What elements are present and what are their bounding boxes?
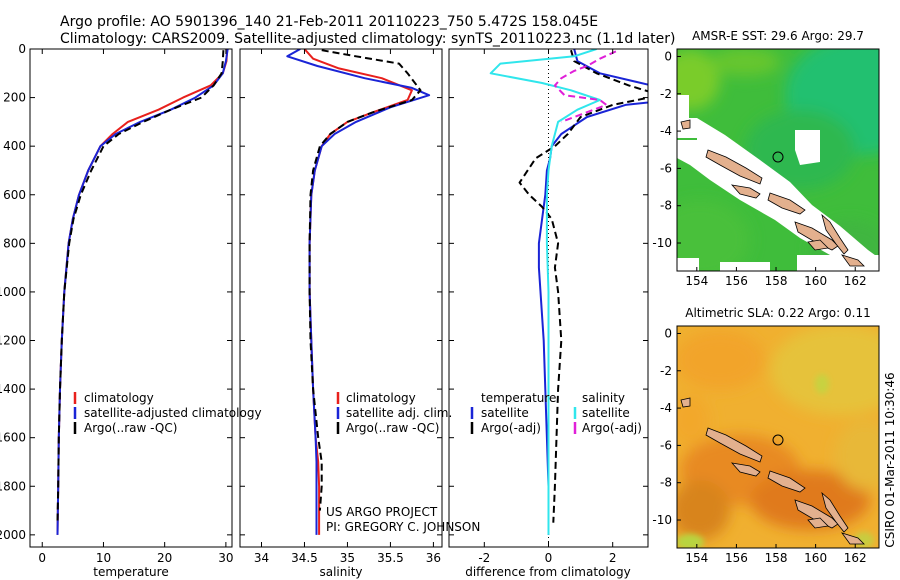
difference-series-salinity-satellite (489, 49, 601, 535)
y-tick-label: 0 (18, 42, 26, 56)
legend-label-sal-satellite: satellite (582, 406, 630, 420)
x-tick-label: 34.5 (291, 551, 318, 565)
y-tick-label: 200 (3, 91, 26, 105)
credit-project: US ARGO PROJECT (326, 505, 438, 519)
legend-label-satellite: satellite-adjusted climatology (84, 406, 262, 420)
x-tick-label: 10 (96, 551, 111, 565)
difference-xlabel: difference from climatology (465, 565, 631, 579)
map-y-tick-label: -4 (660, 401, 672, 415)
legend-label-argo: Argo(..raw -QC) (84, 421, 177, 435)
x-tick-label: 35 (340, 551, 355, 565)
x-tick-label: -2 (478, 551, 490, 565)
salinity-profile-panel: 34 34.5 35 35.5 36 salinity climatology sate… (239, 48, 480, 579)
legend-label-temp-satellite: satellite (481, 406, 529, 420)
salinity-xlabel: salinity (319, 565, 362, 579)
map-y-tick-label: -10 (652, 236, 672, 250)
credit-timestamp: CSIRO 01-Mar-2011 10:30:46 (883, 372, 897, 547)
sla-field (677, 326, 879, 548)
y-tick-label: 1200 (0, 334, 26, 348)
map-x-tick-label: 162 (844, 551, 867, 565)
y-tick-label: 2000 (0, 528, 26, 542)
difference-series-temperature-satellite (537, 49, 648, 535)
sst-islands (680, 119, 865, 267)
sst-field (677, 49, 879, 271)
sla-argo-marker (772, 434, 784, 446)
credit-pi: PI: GREGORY C. JOHNSON (326, 520, 480, 534)
sst-map-title: AMSR-E SST: 29.6 Argo: 29.7 (692, 29, 864, 43)
legend-label-climatology: climatology (84, 391, 154, 405)
map-y-tick-label: -6 (660, 438, 672, 452)
salinity-axes-box (239, 48, 443, 548)
sla-map-frame (676, 325, 880, 549)
x-tick-label: 20 (157, 551, 172, 565)
salinity-legend: climatology satellite adj. clim. Argo(..… (336, 391, 452, 435)
sst-map-panel: AMSR-E SST: 29.6 Argo: 29.7 (652, 29, 880, 288)
temperature-xlabel: temperature (93, 565, 168, 579)
difference-legend: temperature satellite Argo(-adj) salinit… (470, 391, 642, 435)
salinity-series-satellite-adj-clim (286, 49, 431, 535)
x-tick-label: 36 (426, 551, 441, 565)
difference-profile-panel: -2 0 2 difference from climatology tempera… (448, 48, 649, 579)
header-line-1: Argo profile: AO 5901396_140 21-Feb-2011… (60, 14, 598, 30)
temperature-series-argo-raw-qc (56, 50, 225, 523)
map-x-tick-label: 156 (725, 274, 748, 288)
legend-label-argo: Argo(..raw -QC) (346, 421, 439, 435)
map-y-tick-label: -2 (660, 364, 672, 378)
map-x-tick-label: 162 (844, 274, 867, 288)
map-x-tick-label: 154 (685, 274, 708, 288)
sla-map-title: Altimetric SLA: 0.22 Argo: 0.11 (685, 306, 870, 320)
map-y-tick-label: -6 (660, 161, 672, 175)
y-tick-label: 1400 (0, 382, 26, 396)
x-tick-label: 34 (254, 551, 269, 565)
legend-label-temp-argo: Argo(-adj) (481, 421, 541, 435)
salinity-series-argo-raw-qc (308, 49, 422, 511)
legend-label-satellite: satellite adj. clim. (346, 406, 452, 420)
temperature-series-satellite-adjusted-climatology (56, 49, 229, 535)
map-y-tick-label: 0 (664, 326, 672, 340)
sst-argo-marker (772, 151, 784, 163)
difference-series-temperature-argo-adj (518, 49, 648, 523)
map-y-tick-label: -4 (660, 124, 672, 138)
temperature-profile-panel: 0 10 20 30 0 200 400 600 800 1000 1200 1400 1600 1800… (0, 42, 262, 579)
sst-map-frame (676, 48, 880, 272)
y-tick-label: 800 (3, 236, 26, 250)
map-y-tick-label: -8 (660, 476, 672, 490)
y-tick-label: 600 (3, 188, 26, 202)
map-y-tick-label: 0 (664, 49, 672, 63)
map-y-tick-label: -10 (652, 513, 672, 527)
legend-label-climatology: climatology (346, 391, 416, 405)
map-x-tick-label: 160 (804, 274, 827, 288)
y-tick-label: 400 (3, 139, 26, 153)
sla-islands (680, 397, 865, 545)
y-tick-label: 1800 (0, 479, 26, 493)
header-line-2: Climatology: CARS2009. Satellite-adjuste… (60, 31, 675, 47)
legend-label-sal-argo: Argo(-adj) (582, 421, 642, 435)
map-x-tick-label: 160 (804, 551, 827, 565)
sla-map-panel: Altimetric SLA: 0.22 Argo: 0.11 (652, 306, 880, 565)
map-x-tick-label: 154 (685, 551, 708, 565)
y-tick-label: 1000 (0, 285, 26, 299)
temperature-axes-box (29, 48, 233, 548)
x-tick-label: 0 (545, 551, 553, 565)
x-tick-label: 30 (218, 551, 233, 565)
legend-title-salinity: salinity (582, 391, 625, 405)
map-x-tick-label: 156 (725, 551, 748, 565)
x-tick-label: 35.5 (377, 551, 404, 565)
map-y-tick-label: -2 (660, 87, 672, 101)
map-x-tick-label: 158 (765, 551, 788, 565)
map-y-tick-label: -8 (660, 199, 672, 213)
x-tick-label: 0 (38, 551, 46, 565)
legend-title-temperature: temperature (481, 391, 556, 405)
y-tick-label: 1600 (0, 431, 26, 445)
temperature-legend: climatology satellite-adjusted climatolo… (73, 391, 262, 435)
x-tick-label: 2 (609, 551, 617, 565)
map-x-tick-label: 158 (765, 274, 788, 288)
difference-series-salinity-argo-adj (553, 50, 617, 123)
